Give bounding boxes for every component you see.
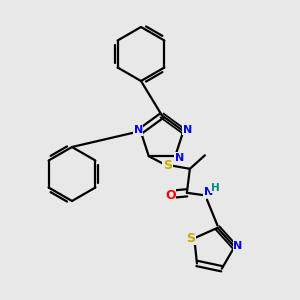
Text: N: N: [183, 124, 192, 134]
Text: N: N: [134, 125, 143, 135]
Text: S: S: [163, 159, 172, 172]
Text: N: N: [233, 241, 243, 251]
Text: S: S: [186, 232, 195, 245]
Text: O: O: [165, 189, 176, 202]
Text: H: H: [211, 183, 219, 193]
Text: N: N: [175, 153, 184, 163]
Text: N: N: [204, 187, 213, 196]
